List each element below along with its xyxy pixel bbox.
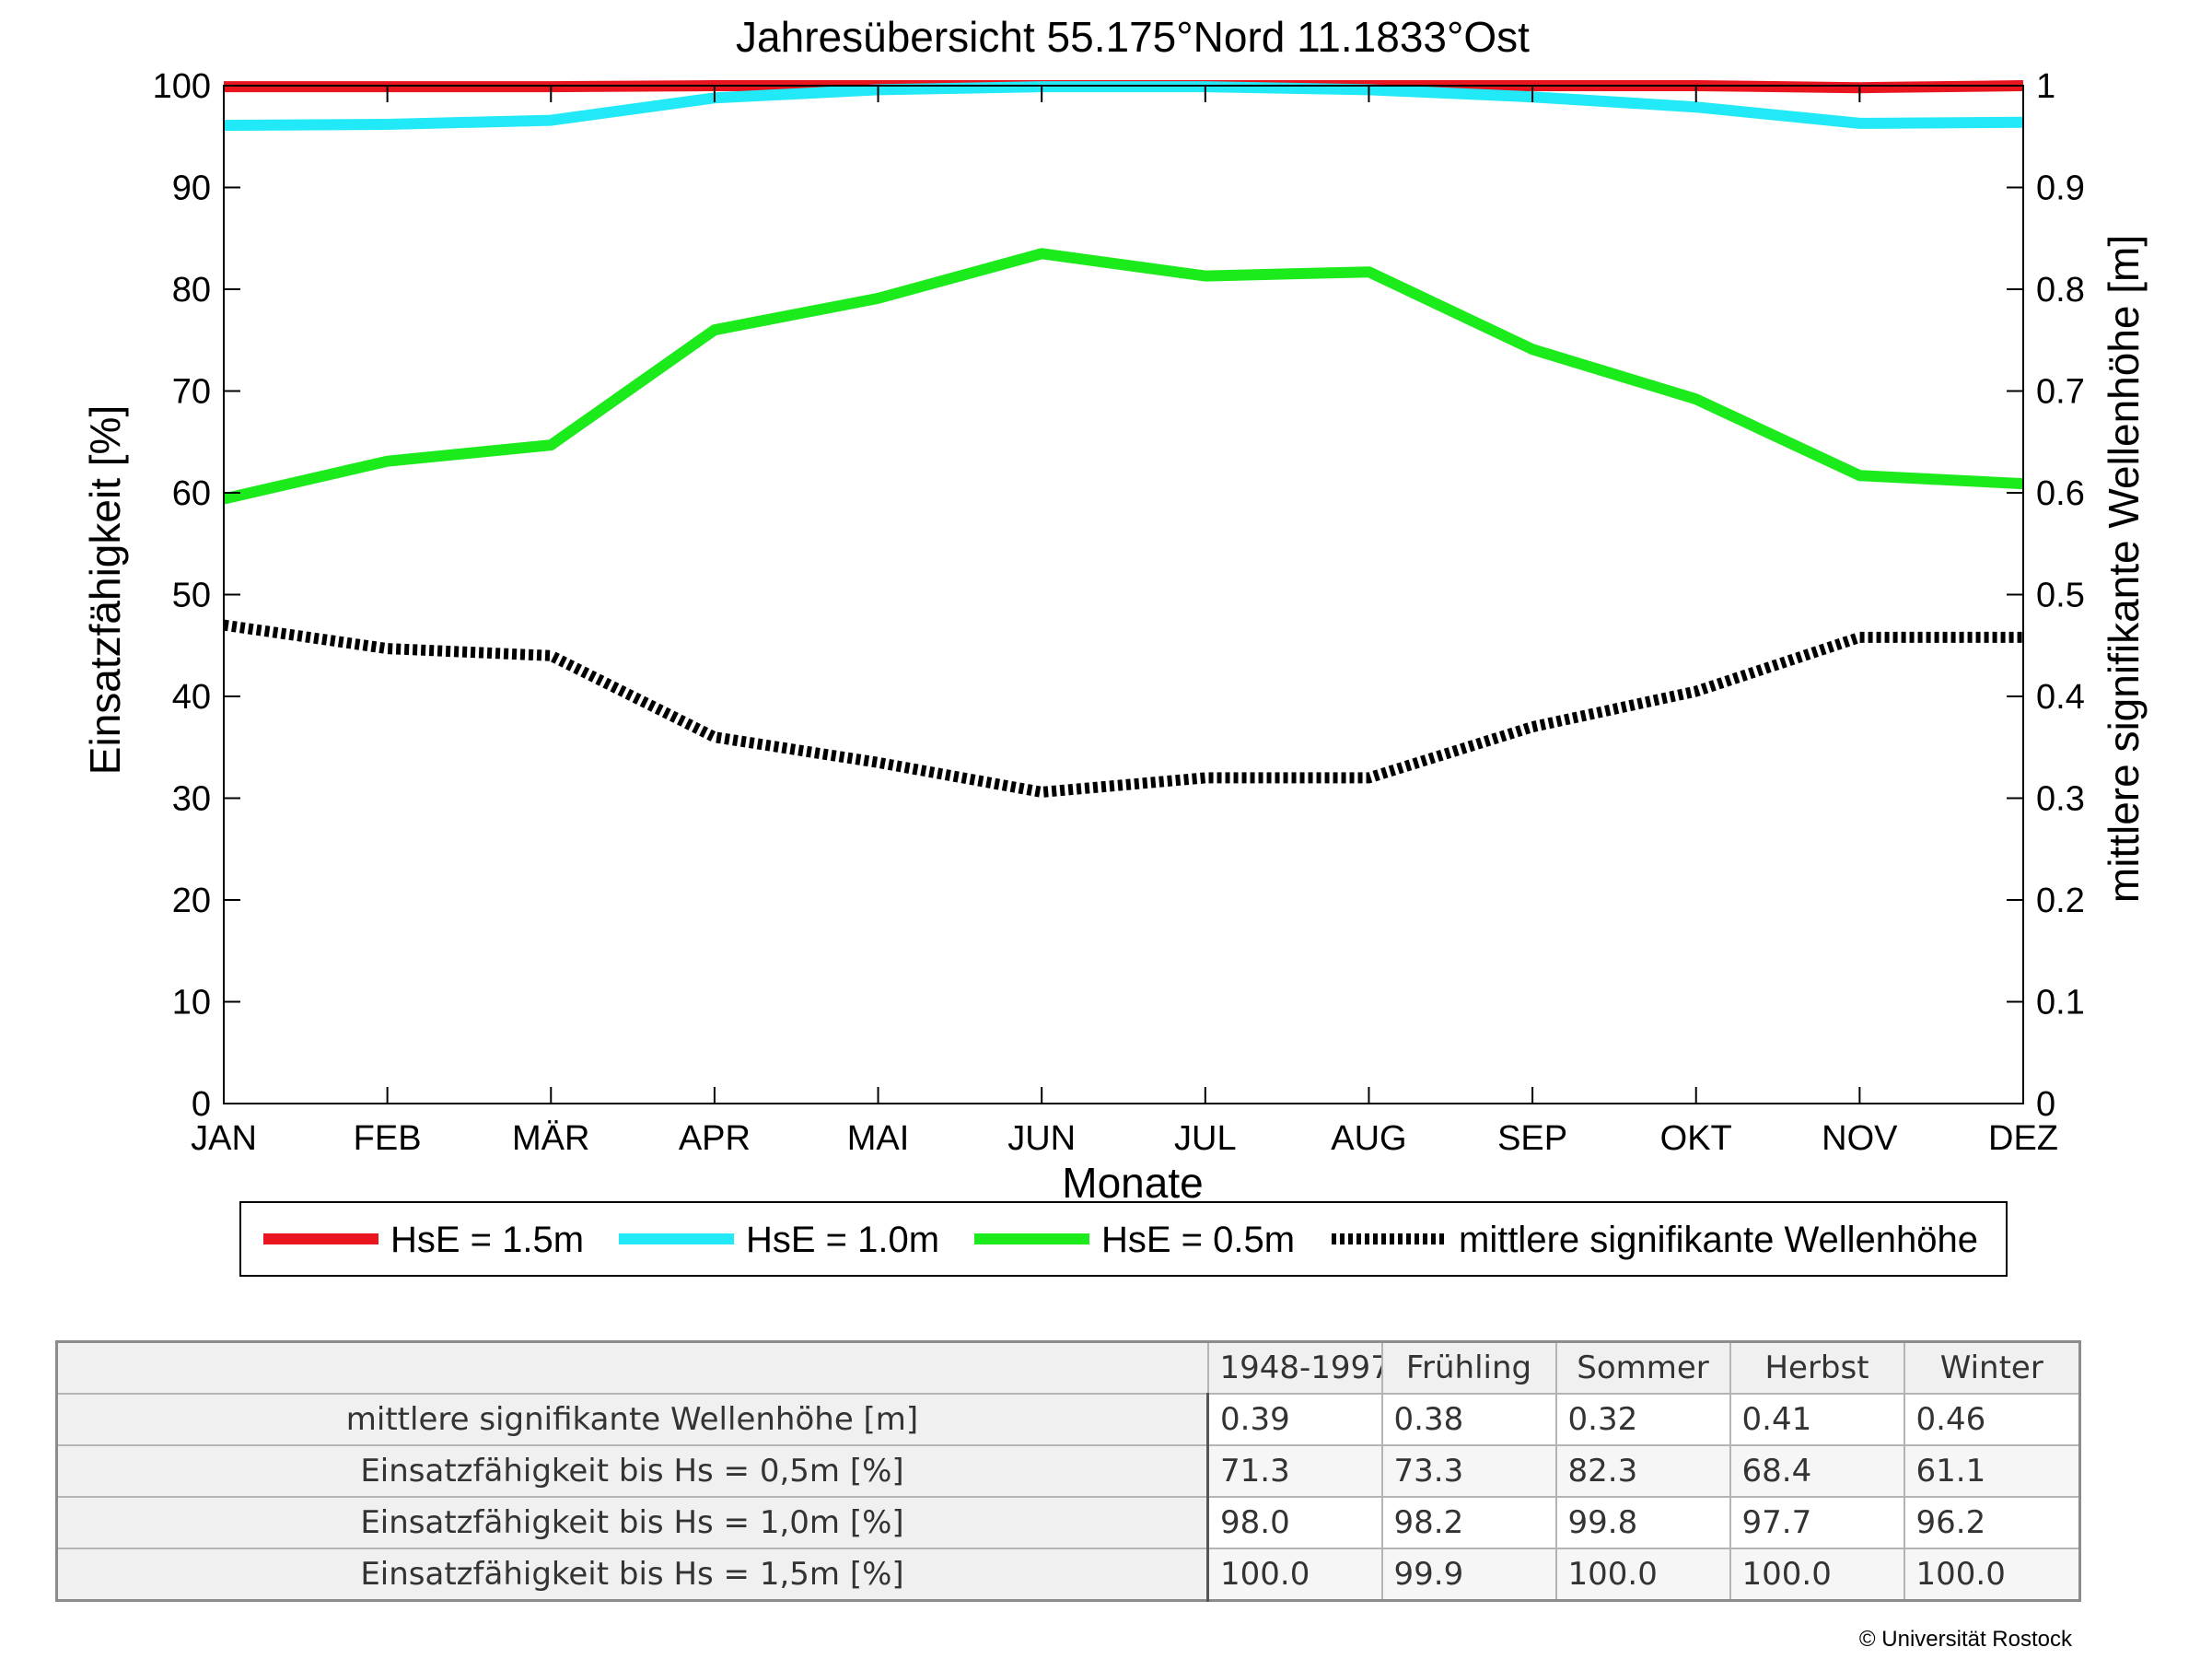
y-left-tick-label: 30	[172, 780, 211, 819]
x-tick-label: JUL	[1174, 1119, 1237, 1158]
legend-label-0: HsE = 1.5m	[390, 1220, 584, 1260]
y-left-tick-label: 90	[172, 169, 211, 208]
row-header: mittlere signifikante Wellenhöhe [m]	[55, 1393, 1209, 1446]
column-header: 1948-1997	[1206, 1340, 1383, 1395]
table-cell: 0.38	[1380, 1393, 1557, 1446]
table-cell: 0.39	[1206, 1393, 1383, 1446]
table-cell: 0.46	[1903, 1393, 2081, 1446]
y-left-axis-label: Einsatzfähigkeit [%]	[81, 405, 129, 775]
table-cell: 0.41	[1729, 1393, 1905, 1446]
y-left-tick-label: 50	[172, 577, 211, 615]
y-right-tick-label: 0.2	[2036, 882, 2085, 920]
x-tick-label: NOV	[1822, 1119, 1898, 1158]
y-left-tick-label: 60	[172, 474, 211, 513]
y-right-tick-label: 0.1	[2036, 984, 2085, 1022]
chart-title: Jahresübersicht 55.175°Nord 11.1833°Ost	[736, 13, 1530, 61]
y-right-tick-label: 0.3	[2036, 780, 2085, 819]
x-tick-label: OKT	[1660, 1119, 1732, 1158]
y-right-axis-label: mittlere signifikante Wellenhöhe [m]	[2100, 235, 2148, 903]
table-cell: 68.4	[1729, 1444, 1905, 1498]
table-cell: 99.9	[1380, 1548, 1557, 1602]
table-cell: 99.8	[1554, 1496, 1731, 1549]
legend-label-1: HsE = 1.0m	[746, 1220, 939, 1260]
legend-label-3: mittlere signifikante Wellenhöhe	[1459, 1220, 1978, 1260]
legend-label-2: HsE = 0.5m	[1101, 1220, 1295, 1260]
table-cell: 98.0	[1206, 1496, 1383, 1549]
series-line-2	[222, 248, 2024, 505]
y-right-tick-label: 0.4	[2036, 678, 2085, 717]
table-row: Einsatzfähigkeit bis Hs = 1,5m [%] 100.0…	[55, 1548, 2081, 1602]
table-cell: 73.3	[1380, 1444, 1557, 1498]
chart: Jahresübersicht 55.175°Nord 11.1833°Ost 0…	[81, 13, 2148, 1277]
x-tick-label: AUG	[1331, 1119, 1406, 1158]
legend-box	[239, 1201, 2008, 1277]
x-tick-label: JAN	[191, 1119, 257, 1158]
y-left-tick-label: 70	[172, 373, 211, 412]
series-line-3	[223, 619, 2023, 798]
table-cell: 82.3	[1554, 1444, 1731, 1498]
x-tick-label: JUN	[1007, 1119, 1076, 1158]
table-header-row: 1948-1997 Frühling Sommer Herbst Winter	[55, 1340, 2081, 1395]
column-header: Sommer	[1554, 1340, 1731, 1395]
y-right-tick-label: 0.5	[2036, 577, 2085, 615]
x-tick-label: SEP	[1497, 1119, 1567, 1158]
column-header: Winter	[1903, 1340, 2081, 1395]
y-right-tick-label: 0	[2036, 1085, 2055, 1124]
column-header: Herbst	[1729, 1340, 1905, 1395]
x-axis-label: Monate	[1062, 1159, 1203, 1207]
row-header: Einsatzfähigkeit bis Hs = 0,5m [%]	[55, 1444, 1209, 1498]
table-cell: 97.7	[1729, 1496, 1905, 1549]
table-row: Einsatzfähigkeit bis Hs = 1,0m [%] 98.0 …	[55, 1496, 2081, 1549]
plot-frame	[223, 85, 2024, 1104]
y-left-tick-label: 100	[153, 67, 211, 106]
y-left-tick-label: 10	[172, 984, 211, 1022]
statistics-table: 1948-1997 Frühling Sommer Herbst Winter …	[55, 1340, 2081, 1602]
x-tick-label: DEZ	[1988, 1119, 2058, 1158]
column-header: Frühling	[1380, 1340, 1557, 1395]
table-corner-cell	[55, 1340, 1209, 1395]
y-right-tick-label: 0.8	[2036, 271, 2085, 310]
series-line-1	[223, 81, 2024, 132]
y-right-tick-label: 0.6	[2036, 474, 2085, 513]
table-cell: 96.2	[1903, 1496, 2081, 1549]
y-left-tick-label: 20	[172, 882, 211, 920]
y-right-tick-label: 0.9	[2036, 169, 2085, 208]
x-tick-label: MAI	[847, 1119, 910, 1158]
y-right-tick-label: 1	[2036, 67, 2055, 106]
table-cell: 100.0	[1206, 1548, 1383, 1602]
table-cell: 0.32	[1554, 1393, 1731, 1446]
row-header: Einsatzfähigkeit bis Hs = 1,5m [%]	[55, 1548, 1209, 1602]
copyright-notice: © Universität Rostock	[1858, 1627, 2072, 1652]
x-tick-label: FEB	[354, 1119, 422, 1158]
x-tick-label: MÄR	[512, 1119, 589, 1158]
table-cell: 100.0	[1554, 1548, 1731, 1602]
y-left-tick-label: 0	[192, 1085, 211, 1124]
table-row: Einsatzfähigkeit bis Hs = 0,5m [%] 71.3 …	[55, 1444, 2081, 1498]
row-header: Einsatzfähigkeit bis Hs = 1,0m [%]	[55, 1496, 1209, 1549]
y-left-tick-label: 40	[172, 678, 211, 717]
y-right-tick-label: 0.7	[2036, 373, 2085, 412]
table-cell: 71.3	[1206, 1444, 1383, 1498]
y-left-tick-label: 80	[172, 271, 211, 310]
table-row: mittlere signifikante Wellenhöhe [m] 0.3…	[55, 1393, 2081, 1446]
table-cell: 98.2	[1380, 1496, 1557, 1549]
table-cell: 61.1	[1903, 1444, 2081, 1498]
table-cell: 100.0	[1729, 1548, 1905, 1602]
table-cell: 100.0	[1903, 1548, 2081, 1602]
x-tick-label: APR	[679, 1119, 751, 1158]
